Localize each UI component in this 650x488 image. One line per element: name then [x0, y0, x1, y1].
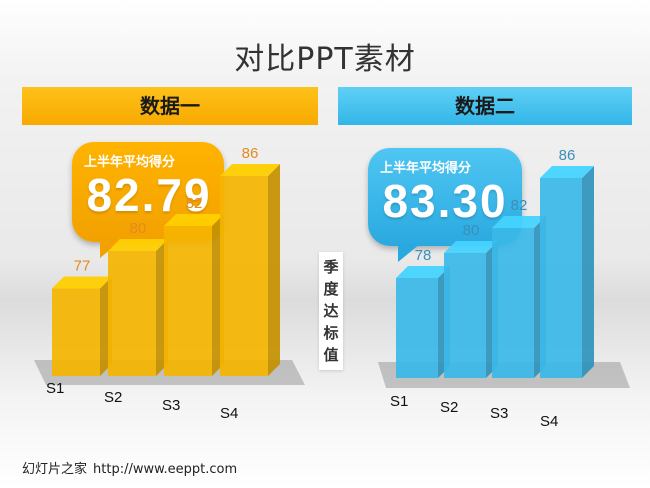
data-label: 86: [242, 145, 259, 162]
bar-top: [396, 266, 450, 278]
category-label: S4: [220, 405, 238, 422]
bar: [492, 228, 534, 378]
axis-title-char: 标: [323, 324, 339, 342]
bubble-label: 上半年平均得分: [380, 161, 472, 176]
category-label: S3: [162, 397, 180, 414]
bar-top: [52, 276, 112, 289]
data-label: 82: [186, 195, 203, 212]
data-label: 78: [415, 247, 432, 264]
category-label: S3: [490, 405, 508, 422]
page-title: 对比PPT素材: [234, 42, 416, 77]
bar: [220, 176, 268, 376]
bar-top: [108, 239, 168, 251]
data-label: 86: [559, 147, 576, 164]
data-label: 82: [511, 197, 528, 214]
bar-side: [582, 166, 594, 378]
bubble-tail: [398, 244, 420, 262]
bubble-value: 83.30: [382, 175, 508, 227]
category-label: S1: [46, 380, 64, 397]
footer: 幻灯片之家 http://www.eeppt.com: [22, 458, 243, 477]
data-label: 80: [463, 222, 480, 239]
panel-header-right: 数据二: [338, 87, 632, 125]
category-label: S4: [540, 413, 558, 430]
data-label: 77: [74, 258, 91, 275]
axis-title-char: 达: [323, 302, 339, 320]
axis-title-char: 度: [323, 280, 339, 298]
bubble-label: 上半年平均得分: [84, 155, 176, 170]
bar: [164, 226, 212, 376]
category-label: S2: [104, 389, 122, 406]
bar: [108, 251, 156, 376]
bar-top: [492, 216, 546, 228]
data-label: 80: [130, 220, 147, 237]
bar: [444, 253, 486, 378]
footer-url[interactable]: http://www.eeppt.com: [93, 462, 238, 477]
bar-side: [268, 164, 280, 376]
bar-top: [164, 214, 224, 226]
bar-top: [220, 164, 280, 176]
bar: [396, 278, 438, 378]
bar: [52, 288, 100, 376]
axis-title-char: 季: [323, 258, 339, 276]
footer-site-name: 幻灯片之家: [22, 462, 88, 477]
bubble-value: 82.79: [86, 169, 212, 221]
bar-top: [540, 166, 594, 178]
category-label: S1: [390, 393, 408, 410]
bar-top: [444, 241, 498, 253]
panel-header-left: 数据一: [22, 87, 318, 125]
axis-title-vertical: 季度达标值: [319, 252, 343, 370]
axis-title-char: 值: [323, 346, 339, 364]
category-label: S2: [440, 399, 458, 416]
bar: [540, 178, 582, 378]
